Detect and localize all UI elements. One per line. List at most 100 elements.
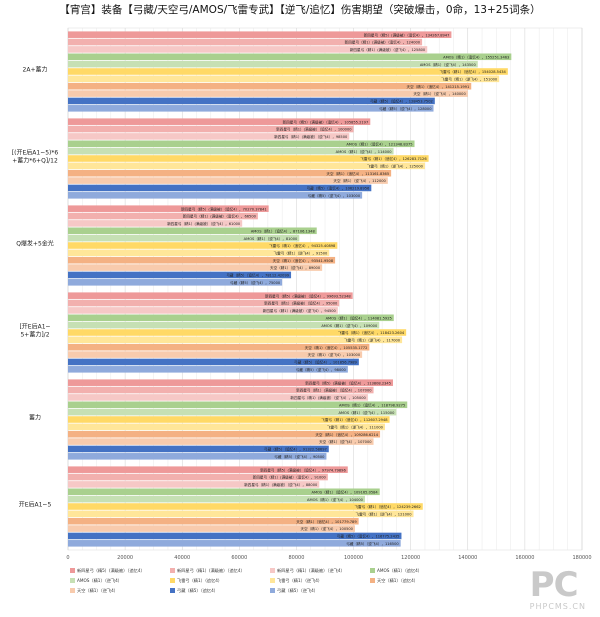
legend-label: 天空（精1）（追忆4） — [377, 577, 418, 584]
bar — [68, 177, 388, 184]
x-tick-label: 60000 — [231, 555, 247, 561]
bar — [68, 495, 365, 503]
bar-data-label: 弓藏（精5）（追忆4），91322.58697 — [264, 447, 327, 452]
bar — [68, 125, 354, 133]
bar — [68, 408, 397, 416]
bar — [68, 184, 372, 192]
bar-data-label: 弓藏（精5）（逆飞4），103000 — [308, 193, 361, 198]
legend-swatch — [270, 588, 275, 593]
bar-data-label: 飞雷弓（精1）（追忆4），126283.7126 — [360, 156, 427, 161]
bar — [68, 192, 363, 199]
bar-data-label: 弓藏（精5）（逆飞4），75000 — [230, 280, 281, 285]
bar — [68, 155, 429, 162]
bar — [68, 169, 392, 177]
bar-data-label: 新四星弓（精5）(满级被）（追忆4），134267.8947 — [364, 32, 450, 37]
bar-data-label: 新四星弓（精5）(满级被）（追忆4），113808.2345 — [305, 380, 391, 385]
bar — [68, 140, 415, 148]
bar — [68, 314, 394, 322]
category-label: 蓄力 — [29, 414, 41, 422]
bar-data-label: 飞雷弓（精1）（追忆4），118423.2604 — [338, 330, 405, 335]
bar — [68, 90, 468, 97]
legend-label: 新四星弓（精1）(满级被）（逆飞4） — [277, 567, 345, 574]
bar — [68, 68, 508, 75]
category-label: [开E后A1~ 5+蓄力]/2 — [19, 323, 50, 339]
bar — [68, 379, 393, 386]
bar — [68, 394, 368, 401]
bar-data-label: 新四星弓（精1）(满级被）（逆飞4），125800 — [350, 47, 426, 52]
bar — [68, 532, 402, 540]
bar-data-label: 天空（精1）（追忆4），109286.6214 — [315, 432, 378, 437]
bar — [68, 97, 435, 105]
legend-swatch — [170, 588, 175, 593]
bar-data-label: 新四星弓（精1）(满级被）（逆飞4），88000 — [244, 482, 318, 487]
bar-data-label: 飞雷弓（精1）（逆飞4），121000 — [355, 511, 412, 516]
bar-data-label: 弓藏（精5）（追忆4），78112.42099 — [226, 273, 289, 278]
bar — [68, 321, 380, 329]
watermark-logo: PC — [529, 565, 579, 605]
bar-data-label: 天空（精1）（逆飞4），112000 — [333, 178, 386, 183]
bar-data-label: 新四星弓（精1）(满级被）（追忆4），100000 — [276, 127, 352, 132]
legend-swatch — [270, 568, 275, 573]
bar — [68, 517, 359, 525]
bar-data-label: 天空（精1）（逆飞4），107000 — [319, 439, 372, 444]
bar — [68, 105, 434, 112]
legend-swatch — [370, 568, 375, 573]
x-tick-label: 40000 — [174, 555, 190, 561]
bar-data-label: 飞雷弓（精1）（逆飞4），151000 — [441, 76, 498, 81]
legend-swatch — [70, 568, 75, 573]
bar — [68, 503, 423, 510]
bar — [68, 401, 408, 409]
category-label: Q爆发+5金光 — [16, 240, 54, 248]
bar-data-label: 飞雷弓（精1）（追忆4），124239.2662 — [354, 504, 420, 509]
bar-data-label: 天空（精1）（追忆4），113161.8365 — [326, 171, 389, 176]
bar — [68, 540, 401, 547]
x-tick-label: 180000 — [572, 555, 591, 561]
bar-data-label: 天空（精1）（追忆4），141215.1991 — [407, 84, 470, 89]
bar — [68, 205, 269, 212]
bar — [68, 329, 407, 336]
bar-data-label: 新四星弓（精1）(满级被）（逆飞4），61000 — [167, 221, 241, 226]
bar-data-label: 弓藏（精5）（逆飞4），90500 — [274, 454, 325, 459]
bar — [68, 488, 380, 496]
legend-label: 新四星弓（精5）(满级被）（追忆4） — [77, 567, 145, 574]
bar — [68, 481, 320, 488]
bar-data-label: AMOS（精1）（逆飞4），109000 — [321, 323, 378, 328]
x-tick-label: 20000 — [117, 555, 133, 561]
x-tick-label: 140000 — [458, 555, 477, 561]
legend-swatch — [370, 578, 375, 583]
bar-data-label: 弓藏（精5）（逆飞4），128000 — [379, 106, 432, 111]
bar — [68, 525, 355, 532]
legend-label: AMOS（精1）（逆飞4） — [77, 577, 122, 584]
bar-data-label: 飞雷弓（精1）（追忆4），154028.5434 — [440, 69, 507, 74]
bar-data-label: AMOS（精1）（追忆4），109165.0584 — [312, 489, 379, 494]
bar — [68, 307, 338, 314]
bar-data-label: 新四星弓（精1）(满级被）（追忆4），124000 — [345, 40, 421, 45]
bar-data-label: 飞雷弓（精1）（追忆4），112607.2948 — [321, 417, 388, 422]
bar — [68, 249, 330, 257]
bar-data-label: 弓藏（精5）（追忆4），106219.8956 — [307, 186, 370, 191]
watermark-site: PHPCMS.CN — [529, 602, 586, 611]
bar-data-label: 天空（精1）（逆飞4），100500 — [301, 526, 354, 531]
bar — [68, 82, 472, 90]
bar — [68, 256, 336, 264]
legend-swatch — [170, 568, 175, 573]
bar — [68, 366, 348, 373]
bar — [68, 60, 478, 68]
bar — [68, 430, 381, 438]
category-label: [(开E后A1~5)*6 +蓄力*6+Q]/12 — [12, 149, 59, 165]
bar — [68, 423, 385, 431]
bar-data-label: AMOS（精1）（追忆4），114081.5925 — [326, 315, 392, 320]
bar-data-label: 飞雷弓（精1）（逆飞4），125000 — [367, 163, 424, 168]
bar-data-label: AMOS（精1）（逆飞4），115000 — [338, 410, 395, 415]
bar-data-label: AMOS（精1）（追忆4），121348.8375 — [346, 141, 412, 146]
bar-data-label: 弓藏（精5）（追忆4），101856.7989 — [294, 360, 357, 365]
bar — [68, 220, 243, 227]
bar — [68, 279, 283, 286]
bar-data-label: 弓藏（精5）（逆飞4），116500 — [346, 541, 399, 546]
legend-swatch — [70, 578, 75, 583]
bar — [68, 46, 428, 53]
x-tick-label: 0 — [66, 555, 69, 561]
bar-data-label: 新四星弓（精1）(满级被）（追忆4），95000 — [264, 301, 338, 306]
bar — [68, 242, 338, 249]
bar-data-label: 新四星弓（精5）(满级被）（追忆4），97974.79896 — [260, 467, 346, 472]
